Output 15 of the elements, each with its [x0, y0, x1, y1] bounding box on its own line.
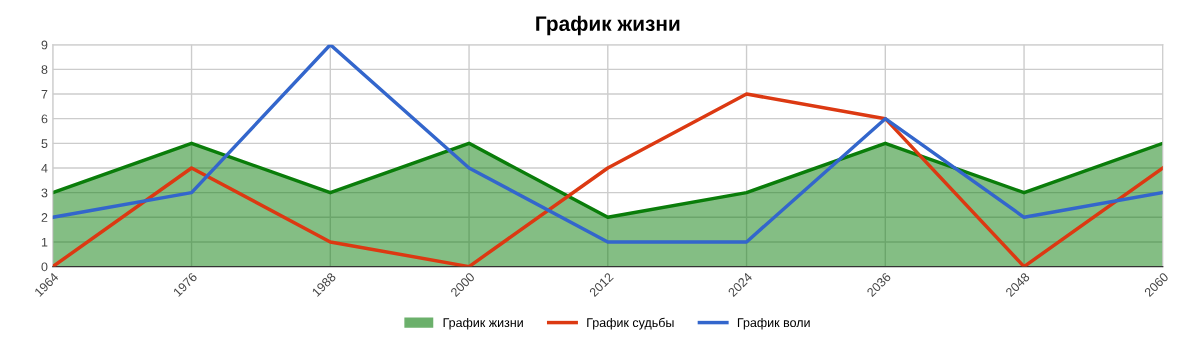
y-tick-label: 8	[41, 65, 48, 75]
y-tick-label: 2	[41, 213, 48, 222]
legend-label: График воли	[737, 317, 810, 330]
line-series	[52, 92, 1163, 267]
chart-title: График жизни	[536, 15, 680, 36]
legend-label: График жизни	[443, 317, 523, 330]
y-tick-label: 6	[41, 114, 48, 124]
y-tick-label: 9	[41, 40, 48, 50]
y-tick-label: 7	[41, 89, 48, 99]
y-tick-label: 1	[41, 237, 48, 247]
y-tick-label: 4	[41, 163, 48, 173]
legend-label: График судьбы	[587, 317, 674, 330]
y-tick-label: 0	[41, 262, 48, 272]
y-tick-label: 5	[41, 139, 48, 148]
y-tick-label: 3	[41, 188, 48, 198]
